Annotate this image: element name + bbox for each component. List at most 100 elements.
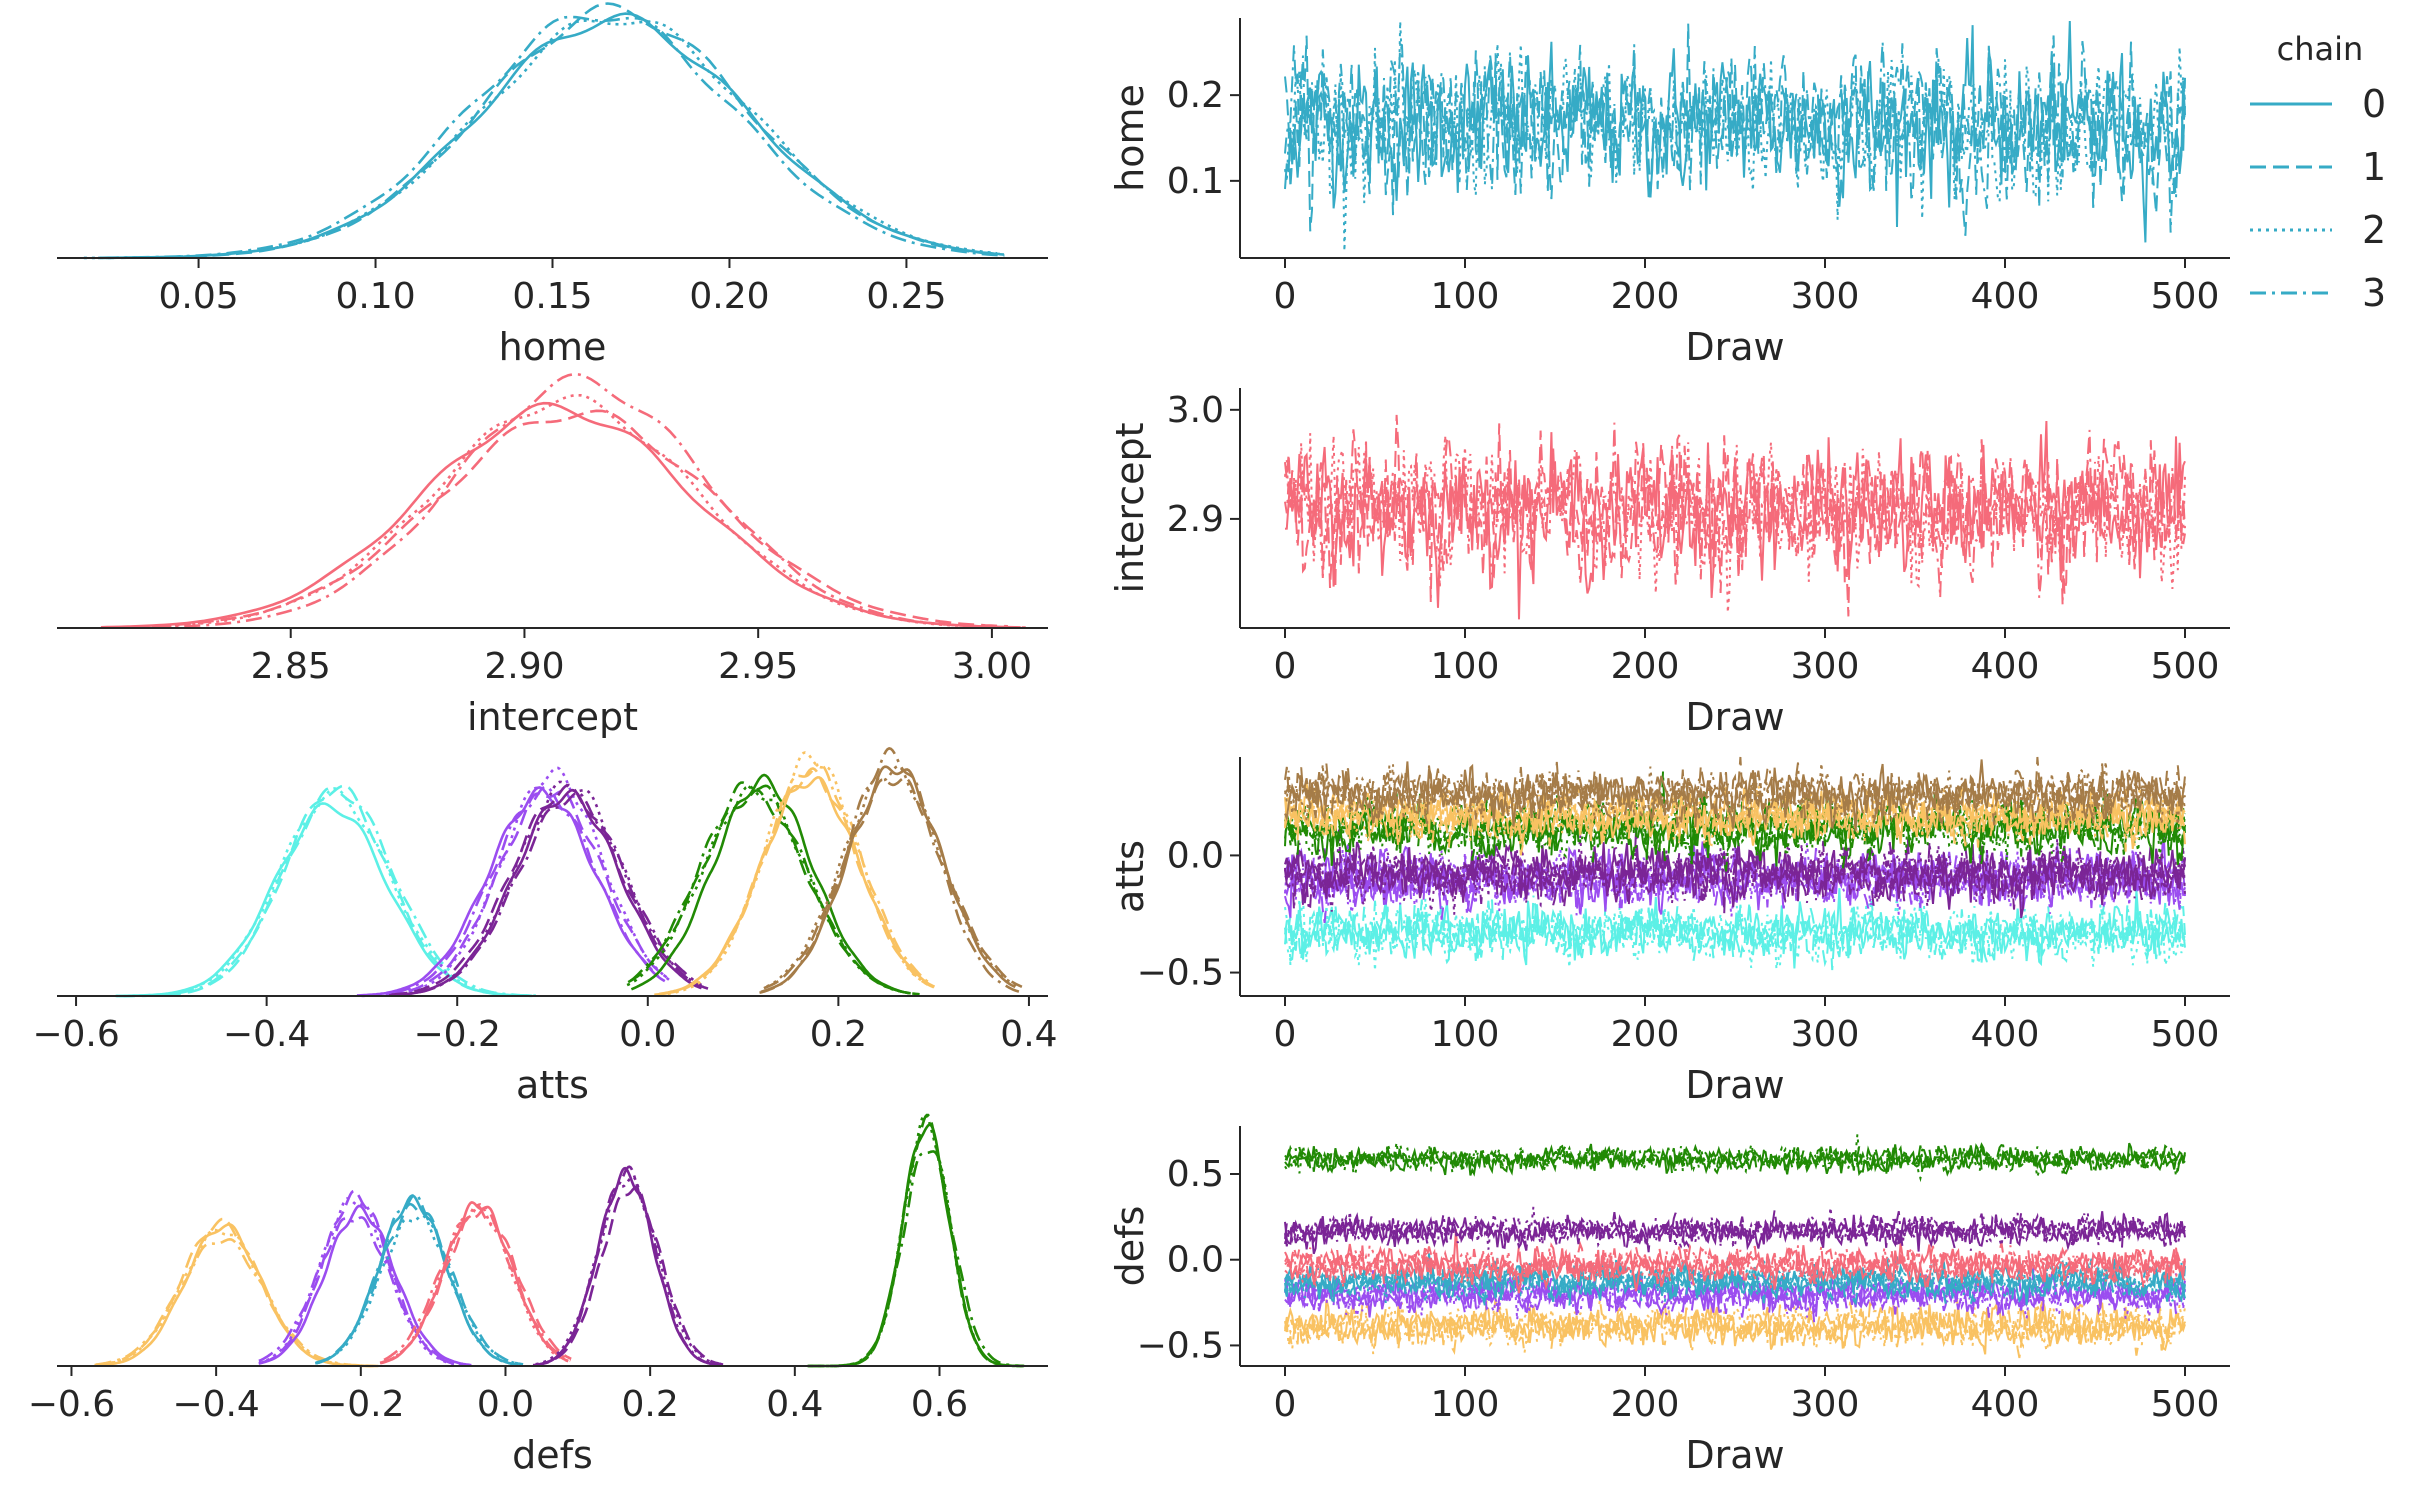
atts-density-x-tick-label: 0.0 [619,1014,676,1055]
intercept-density-panel: 2.85 2.90 2.95 3.00 intercept [57,372,1048,739]
home-density-x-tick-label: 0.15 [512,276,592,317]
defs-density-series-1-chain-3-curve [258,1216,472,1367]
atts-trace-x-tick-label: 0 [1274,1014,1297,1055]
defs-trace-series-5-chain-0-line [1284,1142,2186,1177]
atts-density-series-1-chain-1-curve [362,789,668,997]
defs-density-series-1-chain-0-curve [258,1204,470,1367]
intercept-trace-y-tick-label: 2.9 [1167,499,1224,540]
atts-density-series-0-chain-2-curve [115,787,533,998]
home-density-x-tick-label: 0.10 [335,276,415,317]
atts-density-panel: −0.6 −0.4 −0.2 0.0 0.2 0.4 atts [32,747,1058,1107]
defs-density-series-2-chain-0-curve [314,1194,519,1366]
defs-trace-y-tick-label: −0.5 [1137,1325,1224,1366]
home-density-panel: 0.05 0.10 0.15 0.20 0.25 home [57,2,1048,369]
legend-title: chain [2277,30,2364,68]
atts-trace-x-tick-label: 400 [1971,1014,2040,1055]
atts-density-series-2-chain-3-curve [389,791,703,997]
home-trace-y-axis-label: home [1108,84,1152,192]
atts-density-series-5-chain-3-curve [759,747,1020,995]
defs-trace-series-3-chain-3-line [1284,1242,2186,1289]
home-trace-x-tick-label: 100 [1431,276,1500,317]
atts-density-series-4-chain-2-curve [659,751,931,996]
defs-density-x-tick-label: −0.6 [28,1384,115,1425]
atts-trace-series-0-chain-2-line [1284,896,2186,971]
atts-density-series-2-chain-2-curve [392,780,704,997]
intercept-trace-y-axis-label: intercept [1108,423,1152,594]
defs-trace-y-axis-label: defs [1108,1206,1152,1287]
defs-trace-x-tick-label: 300 [1791,1384,1860,1425]
defs-trace-series-5-chain-2-line [1284,1134,2186,1183]
atts-trace-y-tick-label: −0.5 [1137,953,1224,994]
home-trace-y-tick-label: 0.2 [1167,75,1224,116]
defs-trace-y-tick-label: 0.5 [1167,1154,1224,1195]
intercept-density-x-tick-label: 2.90 [484,646,564,687]
intercept-trace-panel: 2.9 3.0 intercept 0 100 200 300 400 500 Draw [1108,388,2230,739]
intercept-density-x-tick-label: 3.00 [952,646,1032,687]
defs-density-series-3-chain-1-curve [379,1206,572,1365]
atts-trace-series-2-chain-1-line [1284,837,2186,914]
atts-trace-x-tick-label: 300 [1791,1014,1860,1055]
defs-trace-series-1-chain-1-line [1284,1272,2186,1324]
defs-density-series-2-chain-2-curve [318,1214,520,1366]
defs-trace-series-0-chain-1-line [1284,1284,2186,1359]
atts-trace-x-tick-label: 200 [1611,1014,1680,1055]
atts-trace-series-4-chain-3-line [1284,788,2186,856]
defs-trace-x-tick-label: 100 [1431,1384,1500,1425]
atts-trace-x-tick-label: 100 [1431,1014,1500,1055]
legend-label-chain-1: 1 [2362,145,2386,189]
defs-density-series-3-chain-2-curve [381,1203,570,1364]
defs-trace-x-tick-label: 400 [1971,1384,2040,1425]
home-trace-x-tick-label: 300 [1791,276,1860,317]
defs-density-series-4-chain-1-curve [532,1185,723,1367]
atts-trace-x-tick-label: 500 [2151,1014,2220,1055]
home-density-x-axis-label: home [499,325,607,369]
defs-density-x-tick-label: −0.4 [172,1384,259,1425]
home-trace-x-axis-label: Draw [1685,325,1784,369]
home-trace-x-tick-label: 0 [1274,276,1297,317]
defs-density-series-1-chain-1-curve [261,1189,467,1367]
defs-density-series-2-chain-3-curve [316,1192,517,1366]
intercept-trace-x-tick-label: 400 [1971,646,2040,687]
intercept-density-series-0-chain-2-curve [112,393,1005,629]
intercept-density-x-tick-label: 2.85 [251,646,331,687]
atts-trace-x-axis-label: Draw [1685,1063,1784,1107]
atts-density-series-4-chain-1-curve [660,767,935,996]
defs-trace-series-2-chain-2-line [1284,1257,2186,1306]
home-density-series-0-chain-2-curve [83,19,998,260]
home-density-x-tick-label: 0.05 [158,276,238,317]
atts-density-series-1-chain-0-curve [356,786,666,997]
home-trace-series-0-chain-1-line [1284,23,2186,236]
legend-label-chain-3: 3 [2362,271,2386,315]
atts-density-series-2-chain-1-curve [391,783,711,996]
defs-density-series-5-chain-3-curve [807,1150,1025,1368]
defs-density-series-1-chain-2-curve [258,1197,467,1367]
home-density-series-0-chain-3-curve [102,15,1005,260]
defs-trace-x-tick-label: 500 [2151,1384,2220,1425]
intercept-density-x-tick-label: 2.95 [718,646,798,687]
atts-density-x-tick-label: 0.4 [1000,1014,1057,1055]
home-trace-y-tick-label: 0.1 [1167,161,1224,202]
defs-trace-series-0-chain-3-line [1284,1299,2186,1354]
atts-trace-series-0-chain-3-line [1284,895,2186,965]
atts-density-series-0-chain-1-curve [118,784,533,998]
legend-label-chain-0: 0 [2362,82,2386,126]
atts-density-x-tick-label: −0.2 [414,1014,501,1055]
home-trace-series-0-chain-2-line [1284,21,2186,252]
intercept-density-series-0-chain-0-curve [100,401,1021,629]
defs-density-series-3-chain-3-curve [383,1203,571,1362]
intercept-trace-x-tick-label: 500 [2151,646,2220,687]
home-trace-x-tick-label: 200 [1611,276,1680,317]
defs-trace-x-tick-label: 0 [1274,1384,1297,1425]
intercept-trace-x-tick-label: 200 [1611,646,1680,687]
home-trace-panel: 0.1 0.2 home 0 100 200 300 400 500 Draw [1108,18,2230,369]
defs-density-series-0-chain-3-curve [95,1237,374,1368]
atts-density-series-3-chain-2-curve [626,784,915,996]
home-trace-x-tick-label: 400 [1971,276,2040,317]
atts-density-x-tick-label: 0.2 [810,1014,867,1055]
atts-density-series-4-chain-0-curve [658,776,936,996]
intercept-trace-x-axis-label: Draw [1685,695,1784,739]
defs-trace-series-2-chain-3-line [1284,1255,2186,1307]
defs-density-series-4-chain-2-curve [535,1175,724,1366]
